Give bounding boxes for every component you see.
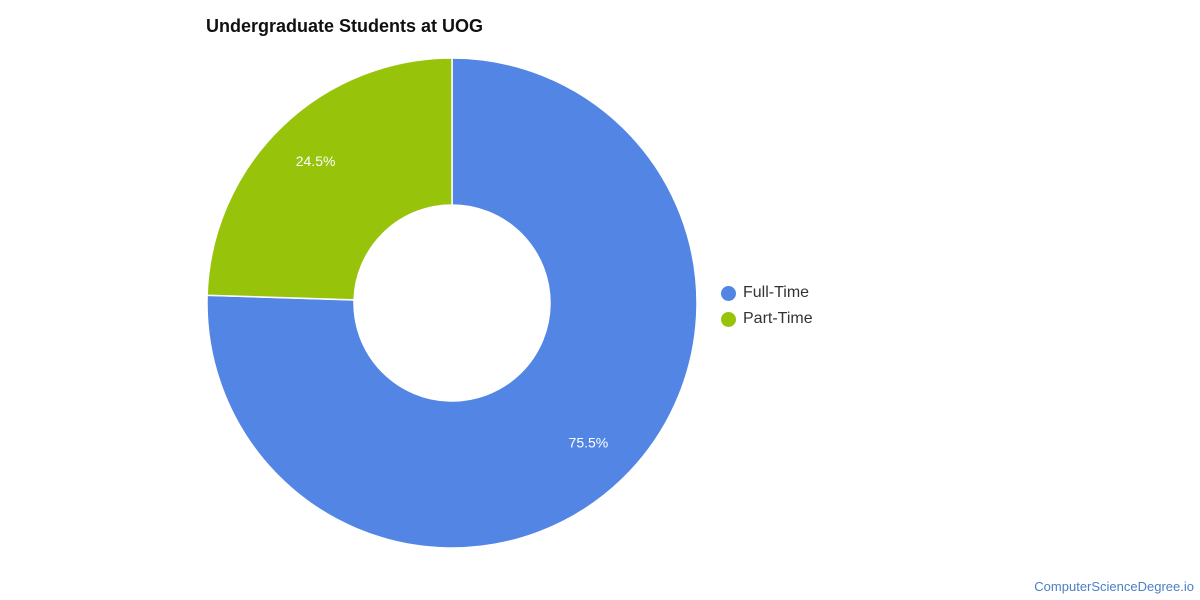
legend-swatch-full-time [721, 285, 736, 301]
slice-label-part-time: 24.5% [296, 153, 336, 169]
donut-slice-part-time[interactable] [206, 57, 453, 301]
legend-item-full-time[interactable]: Full-Time [721, 280, 813, 306]
donut-slice-full-time[interactable] [206, 57, 698, 549]
slice-label-full-time: 75.5% [569, 434, 609, 450]
legend-label-part-time: Part-Time [743, 310, 813, 327]
legend-swatch-part-time [721, 311, 736, 327]
legend-label-full-time: Full-Time [743, 284, 810, 301]
site-watermark: ComputerScienceDegree.io [1034, 579, 1194, 594]
chart-title: Undergraduate Students at UOG [206, 16, 484, 36]
chart-legend: Full-Time Part-Time [721, 280, 813, 332]
legend-item-part-time[interactable]: Part-Time [721, 306, 813, 332]
